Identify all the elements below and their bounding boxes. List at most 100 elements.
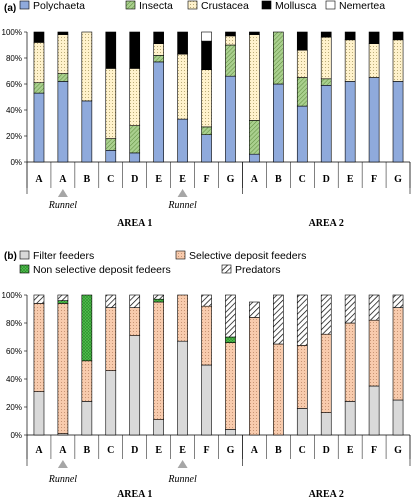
legend-swatch-2 <box>187 0 198 10</box>
bar-7-series-1 <box>201 126 212 136</box>
bar-5-series-1 <box>153 301 164 420</box>
bar-13-series-0 <box>344 81 356 163</box>
x-tick-label-1: A <box>59 445 67 456</box>
x-tick-label-13: E <box>347 174 354 185</box>
legend-label-3: Mollusca <box>275 0 317 12</box>
bar-1-series-2 <box>57 300 69 304</box>
legend-label-0: Filter feeders <box>33 250 94 262</box>
runnel-label-0: Runnel <box>48 474 78 485</box>
x-tick-label-0: A <box>35 174 43 185</box>
bar-15-series-0 <box>392 81 404 163</box>
legend-swatch-0 <box>19 0 30 10</box>
x-tick-label-1: A <box>59 174 67 185</box>
bar-8-series-3 <box>225 31 236 37</box>
x-tick-label-4: D <box>131 174 138 185</box>
x-tick-label-12: D <box>323 174 330 185</box>
x-tick-label-6: E <box>179 174 186 185</box>
bar-1-series-3 <box>57 31 69 35</box>
bar-11-series-1 <box>296 345 308 409</box>
x-tick-label-9: A <box>251 174 259 185</box>
bar-15-series-0 <box>392 399 404 436</box>
bar-14-series-3 <box>368 31 380 44</box>
bar-0-series-0 <box>33 92 45 163</box>
legend-label-1: Selective deposit feeders <box>189 250 306 262</box>
x-tick-label-14: F <box>371 445 377 456</box>
y-tick-label-3: 60% <box>6 80 22 89</box>
x-tick-label-4: D <box>131 445 138 456</box>
x-tick-label-8: G <box>227 445 235 456</box>
bar-4-series-0 <box>129 152 141 163</box>
x-tick-label-11: C <box>299 174 306 185</box>
bar-6-series-0 <box>177 340 188 436</box>
bar-10-series-3 <box>273 294 284 345</box>
runnel-marker-0 <box>57 189 68 197</box>
y-tick-label-4: 80% <box>6 319 22 328</box>
group-label-0: AREA 1 <box>117 218 152 229</box>
y-tick-label-2: 40% <box>6 375 22 384</box>
bar-8-series-0 <box>225 75 236 163</box>
bar-11-series-2 <box>296 49 308 78</box>
bar-12-series-0 <box>320 412 332 436</box>
bar-12-series-3 <box>320 294 332 335</box>
x-tick-label-12: D <box>323 445 330 456</box>
y-tick-label-1: 20% <box>6 403 22 412</box>
bar-1-series-2 <box>57 34 69 74</box>
x-tick-label-9: A <box>251 445 259 456</box>
bar-11-series-0 <box>296 408 308 436</box>
bar-8-series-1 <box>225 44 236 77</box>
runnel-label-0: Runnel <box>48 200 78 211</box>
bar-8-series-0 <box>225 429 236 436</box>
bar-10-series-0 <box>273 83 284 163</box>
bar-5-series-2 <box>153 298 164 303</box>
legend-swatch-0 <box>19 250 30 260</box>
bar-11-series-1 <box>296 77 308 107</box>
x-tick-label-14: F <box>371 174 377 185</box>
bar-15-series-1 <box>392 307 404 401</box>
x-tick-label-13: E <box>347 445 354 456</box>
group-label-0: AREA 1 <box>117 489 152 500</box>
x-tick-label-10: B <box>275 174 282 185</box>
y-tick-label-0: 0% <box>10 431 22 440</box>
bar-5-series-3 <box>153 294 164 300</box>
bar-14-series-0 <box>368 77 380 163</box>
x-tick-label-5: E <box>155 174 162 185</box>
bar-3-series-3 <box>105 294 117 308</box>
runnel-label-1: Runnel <box>167 200 197 211</box>
bar-9-series-1 <box>249 120 260 155</box>
runnel-label-1: Runnel <box>167 474 197 485</box>
x-tick-label-2: B <box>84 445 91 456</box>
bar-7-series-3 <box>201 294 212 307</box>
bar-13-series-1 <box>344 322 356 402</box>
y-tick-label-5: 100% <box>2 28 22 37</box>
bar-3-series-1 <box>105 307 117 371</box>
bar-4-series-1 <box>129 307 141 336</box>
legend-swatch-3 <box>221 264 232 274</box>
y-tick-label-4: 80% <box>6 54 22 63</box>
bar-7-series-4 <box>201 31 212 42</box>
bar-7-series-3 <box>201 40 212 70</box>
legend-swatch-1 <box>175 250 186 260</box>
panel-b-label: (b) <box>4 251 17 262</box>
x-tick-label-10: B <box>275 445 282 456</box>
y-tick-label-0: 0% <box>10 158 22 167</box>
bar-8-series-2 <box>225 336 236 343</box>
bar-5-series-1 <box>153 55 164 63</box>
x-tick-label-7: F <box>203 445 209 456</box>
bar-15-series-3 <box>392 31 404 41</box>
runnel-marker-1 <box>177 189 188 197</box>
bar-9-series-2 <box>249 34 260 121</box>
bar-8-series-1 <box>225 342 236 430</box>
bar-3-series-3 <box>105 31 117 69</box>
x-tick-label-3: C <box>107 174 114 185</box>
bar-0-series-1 <box>33 303 45 392</box>
legend-swatch-3 <box>261 0 272 10</box>
runnel-marker-0 <box>57 460 68 468</box>
legend-label-2: Crustacea <box>201 0 249 12</box>
runnel-marker-1 <box>177 460 188 468</box>
group-label-1: AREA 2 <box>309 489 344 500</box>
x-tick-label-2: B <box>84 174 91 185</box>
bar-13-series-2 <box>344 39 356 82</box>
bar-9-series-1 <box>249 317 260 436</box>
bar-3-series-0 <box>105 150 117 163</box>
